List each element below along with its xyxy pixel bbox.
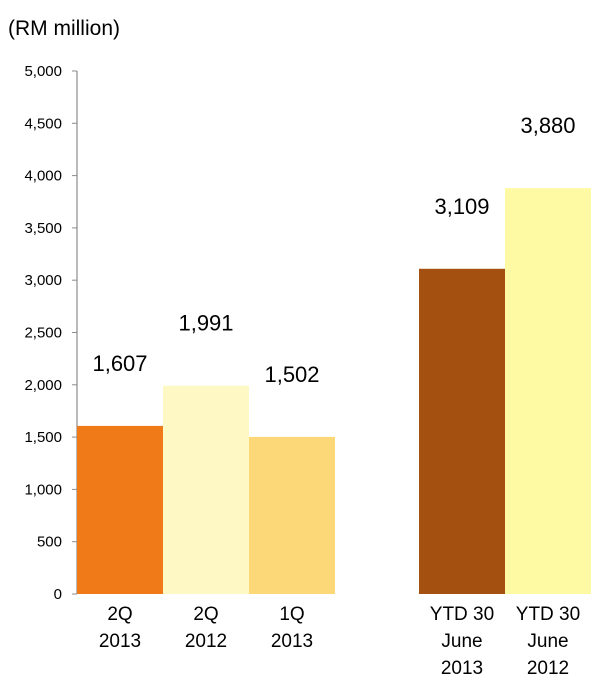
x-tick-label: June [441, 631, 482, 652]
y-tick-label: 3,000 [24, 272, 62, 289]
y-tick-label: 2,500 [24, 325, 62, 342]
y-tick-label: 1,500 [24, 429, 62, 446]
x-tick-label: June [527, 631, 568, 652]
data-label: 1,502 [264, 362, 319, 387]
y-tick-label: 5,000 [24, 63, 62, 80]
y-tick-label: 3,500 [24, 220, 62, 237]
data-label: 1,991 [178, 311, 233, 336]
axis-layer: 0 500 1,000 1,500 2,000 2,500 3,000 3,500 4,000 4… [24, 63, 78, 603]
bar [419, 268, 505, 594]
bar [249, 436, 335, 594]
y-tick-label: 0 [54, 586, 62, 603]
x-tick-label: 2Q [193, 604, 218, 625]
y-tick-label: 2,000 [24, 377, 62, 394]
y-tick-label: 4,000 [24, 168, 62, 185]
x-tick-label: 2013 [99, 631, 141, 652]
x-tick-label: 2012 [185, 631, 227, 652]
y-tick-label: 500 [37, 534, 62, 551]
x-tick-label: 1Q [279, 604, 304, 625]
data-label: 1,607 [92, 351, 147, 376]
x-tick-label: 2012 [527, 658, 569, 679]
unit-label: (RM million) [8, 17, 120, 40]
x-tick-label: YTD 30 [430, 604, 494, 625]
data-label: 3,109 [434, 194, 489, 219]
bar [163, 385, 249, 594]
x-tick-label: YTD 30 [516, 604, 580, 625]
x-tick-label: 2013 [271, 631, 313, 652]
y-tick-label: 4,500 [24, 115, 62, 132]
bar-layer [77, 188, 591, 595]
data-label: 3,880 [520, 113, 575, 138]
x-tick-label: 2013 [441, 658, 483, 679]
bar [505, 188, 591, 595]
bar [77, 425, 163, 594]
x-tick-label: 2Q [107, 604, 132, 625]
y-tick-label: 1,000 [24, 481, 62, 498]
label-layer: 1,607 2Q 2013 1,991 2Q 2012 1,502 1Q 2013 3,109 YT… [92, 113, 580, 679]
